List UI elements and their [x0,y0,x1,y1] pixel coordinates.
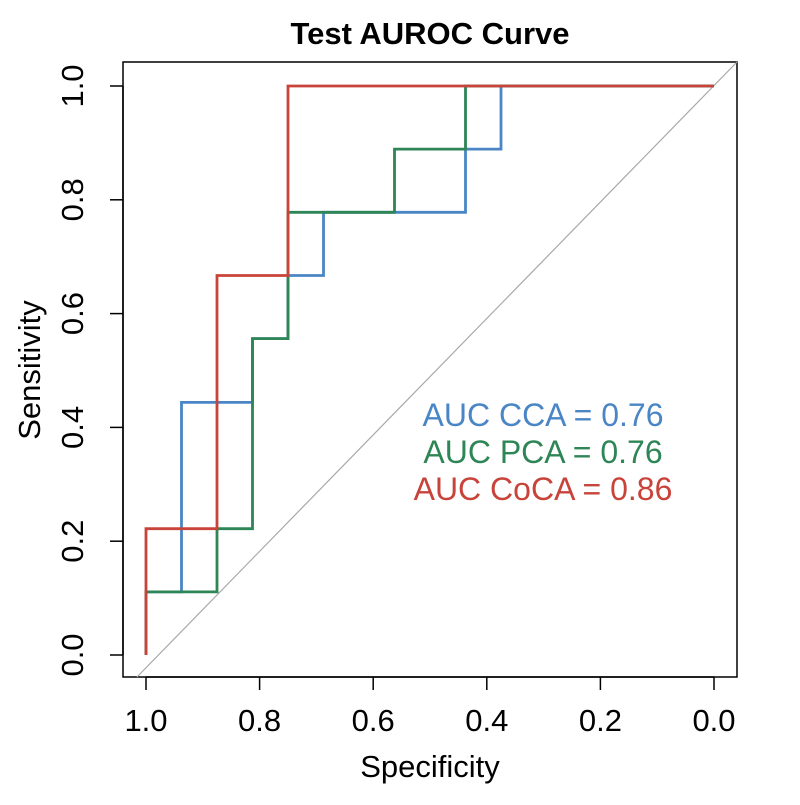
y-axis: 0.0 0.2 0.4 0.6 0.8 1.0 [55,64,124,677]
chart-title: Test AUROC Curve [290,16,569,51]
roc-line-pca [144,84,714,655]
series-lines [144,84,714,655]
x-tick-label: 0.6 [352,703,395,738]
roc-line-cca [144,84,714,655]
reference-diagonal [136,61,738,678]
y-tick-label: 0.4 [55,406,90,449]
y-tick-label: 0.2 [55,520,90,563]
reference-diagonal-group [136,61,738,678]
y-axis-title: Sensitivity [12,300,47,440]
plot-frame [122,61,738,678]
x-tick-label: 0.0 [692,703,735,738]
x-tick-label: 0.8 [238,703,281,738]
y-tick-label: 1.0 [55,64,90,107]
auc-label-coca: AUC CoCA = 0.86 [414,471,673,507]
x-tick-label: 0.2 [579,703,622,738]
auc-label-cca: AUC CCA = 0.76 [423,397,664,433]
x-tick-label: 0.4 [465,703,508,738]
y-tick-label: 0.6 [55,292,90,335]
x-tick-label: 1.0 [124,703,167,738]
roc-line-coca [144,84,714,655]
y-tick-label: 0.8 [55,178,90,221]
auc-label-pca: AUC PCA = 0.76 [423,434,662,470]
x-axis: 1.0 0.8 0.6 0.4 0.2 0.0 [124,676,736,738]
x-axis-title: Specificity [360,749,500,784]
y-tick-label: 0.0 [55,633,90,676]
